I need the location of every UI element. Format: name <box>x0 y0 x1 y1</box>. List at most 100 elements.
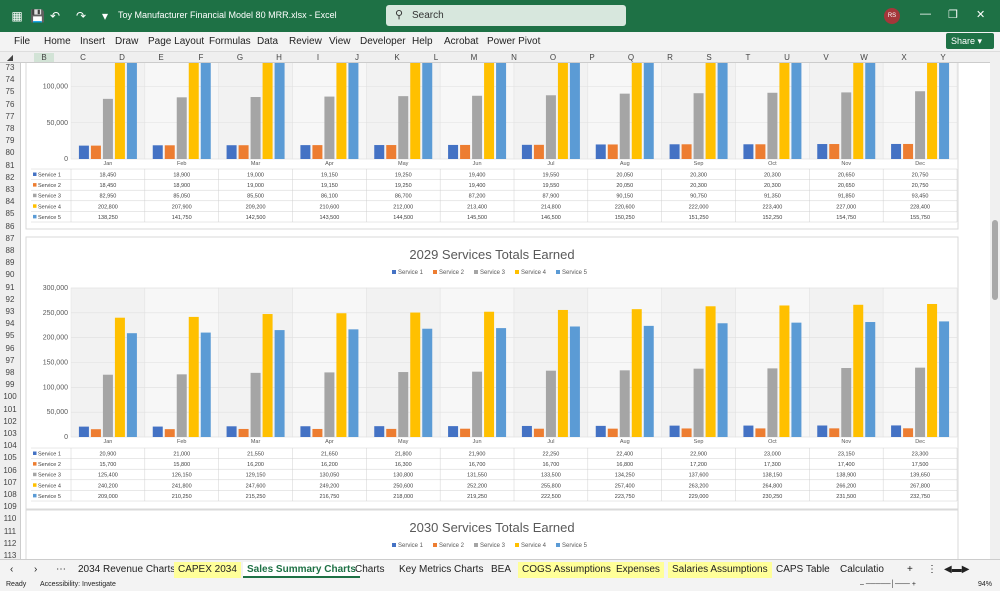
column-header-t[interactable]: T <box>745 53 751 62</box>
row-header-92[interactable]: 92 <box>5 294 15 304</box>
menu-review[interactable]: Review <box>289 36 322 47</box>
column-header-c[interactable]: C <box>80 53 86 62</box>
row-header-81[interactable]: 81 <box>5 160 15 170</box>
row-header-77[interactable]: 77 <box>5 111 15 121</box>
column-header-y[interactable]: Y <box>940 53 946 62</box>
row-header-80[interactable]: 80 <box>5 148 15 158</box>
row-header-113[interactable]: 113 <box>3 551 17 560</box>
column-header-u[interactable]: U <box>784 53 790 62</box>
column-header-q[interactable]: Q <box>627 53 635 62</box>
customize-toolbar-icon[interactable]: ▾ <box>101 9 109 23</box>
row-header-100[interactable]: 100 <box>3 392 17 402</box>
row-header-112[interactable]: 112 <box>3 538 17 548</box>
add-sheet-icon[interactable]: + <box>907 564 913 575</box>
row-header-109[interactable]: 109 <box>3 502 17 512</box>
row-header-76[interactable]: 76 <box>5 99 15 109</box>
zoom-level[interactable]: 94% <box>978 581 993 588</box>
row-header-91[interactable]: 91 <box>5 282 15 292</box>
sheet-tab-expenses[interactable]: Expenses <box>612 562 664 578</box>
column-header-v[interactable]: V <box>823 53 829 62</box>
row-header-73[interactable]: 73 <box>5 63 15 72</box>
column-header-j[interactable]: J <box>355 53 359 62</box>
column-header-m[interactable]: M <box>470 53 478 62</box>
sheet-tab-calculatio[interactable]: Calculatio <box>840 564 884 575</box>
row-header-89[interactable]: 89 <box>5 258 15 268</box>
menu-developer[interactable]: Developer <box>360 36 406 47</box>
row-header-96[interactable]: 96 <box>5 343 15 353</box>
sheet-tab-sales-summary-charts[interactable]: Sales Summary Charts <box>243 562 360 578</box>
row-header-82[interactable]: 82 <box>5 172 15 182</box>
column-header-o[interactable]: O <box>549 53 557 62</box>
column-header-f[interactable]: F <box>198 53 204 62</box>
row-header-105[interactable]: 105 <box>3 453 17 463</box>
row-header-103[interactable]: 103 <box>3 429 17 438</box>
restore-icon[interactable]: ❐ <box>948 9 958 21</box>
scroll-thumb[interactable] <box>992 220 998 300</box>
column-header-x[interactable]: X <box>901 53 907 62</box>
column-header-b[interactable]: B <box>34 53 54 62</box>
column-header-l[interactable]: L <box>433 53 439 62</box>
row-header-74[interactable]: 74 <box>5 75 15 85</box>
row-header-90[interactable]: 90 <box>5 270 15 280</box>
row-header-75[interactable]: 75 <box>5 87 15 97</box>
column-header-g[interactable]: G <box>236 53 244 62</box>
row-header-78[interactable]: 78 <box>5 124 15 133</box>
tab-scroll-left-icon[interactable]: ‹ <box>10 564 14 575</box>
horizontal-scrollbar[interactable]: ◀▬▶ <box>944 564 970 575</box>
column-header-e[interactable]: E <box>158 53 164 62</box>
menu-acrobat[interactable]: Acrobat <box>444 36 479 47</box>
row-header-101[interactable]: 101 <box>3 404 17 414</box>
row-header-99[interactable]: 99 <box>5 380 15 390</box>
sheet-tab-salaries-assumptions[interactable]: Salaries Assumptions <box>668 562 772 578</box>
row-header-79[interactable]: 79 <box>5 136 15 146</box>
save-icon[interactable]: 💾 <box>30 9 45 23</box>
sheet-tab-capex-2034[interactable]: CAPEX 2034 <box>174 562 241 578</box>
column-header-w[interactable]: W <box>860 53 868 62</box>
sheet-tab-caps-table[interactable]: CAPS Table <box>776 564 830 575</box>
row-header-106[interactable]: 106 <box>3 465 17 475</box>
row-header-97[interactable]: 97 <box>5 355 15 365</box>
row-header-93[interactable]: 93 <box>5 307 15 316</box>
share-button[interactable]: Share ▾ <box>946 33 994 49</box>
row-header-87[interactable]: 87 <box>5 233 15 243</box>
close-icon[interactable]: ✕ <box>976 9 986 21</box>
row-header-83[interactable]: 83 <box>5 185 15 194</box>
minimize-icon[interactable]: — <box>920 8 931 20</box>
sheet-tab-cogs-assumptions[interactable]: COGS Assumptions <box>518 562 615 578</box>
search-box[interactable]: ⚲ Search <box>386 5 626 26</box>
tab-scroll-right-icon[interactable]: › <box>34 564 38 575</box>
row-header-86[interactable]: 86 <box>5 221 15 231</box>
menu-help[interactable]: Help <box>412 36 433 47</box>
row-header-88[interactable]: 88 <box>5 246 15 255</box>
row-header-84[interactable]: 84 <box>5 197 15 207</box>
menu-view[interactable]: View <box>329 36 351 47</box>
column-header-i[interactable]: I <box>316 53 320 62</box>
menu-file[interactable]: File <box>14 36 31 47</box>
row-header-98[interactable]: 98 <box>5 368 15 377</box>
menu-data[interactable]: Data <box>257 36 279 47</box>
column-header-d[interactable]: D <box>119 53 125 62</box>
row-header-110[interactable]: 110 <box>3 514 17 524</box>
column-header-k[interactable]: K <box>394 53 400 62</box>
undo-icon[interactable]: ↶ <box>49 9 61 23</box>
row-header-107[interactable]: 107 <box>3 477 17 487</box>
row-header-85[interactable]: 85 <box>5 209 15 219</box>
row-header-102[interactable]: 102 <box>3 416 17 426</box>
worksheet[interactable]: 150,000 100,000 50,000 0 Jan Feb Mar Apr May Jun J… <box>21 63 990 559</box>
menu-insert[interactable]: Insert <box>80 36 106 47</box>
column-header-r[interactable]: R <box>667 53 673 62</box>
redo-icon[interactable]: ↷ <box>75 9 87 23</box>
row-header-108[interactable]: 108 <box>3 490 17 499</box>
row-header-111[interactable]: 111 <box>3 526 17 536</box>
more-tabs-icon[interactable]: ⋯ <box>56 564 66 575</box>
select-all-icon[interactable]: ◢ <box>6 53 14 62</box>
menu-power-pivot[interactable]: Power Pivot <box>487 36 541 47</box>
row-header-94[interactable]: 94 <box>5 319 15 329</box>
column-header-h[interactable]: H <box>276 53 282 62</box>
sheet-tab-2034-revenue-charts[interactable]: 2034 Revenue Charts <box>78 564 176 575</box>
sheet-tab-charts[interactable]: Charts <box>355 564 385 575</box>
zoom-slider[interactable]: – ─────│─── + <box>860 581 916 588</box>
row-header-95[interactable]: 95 <box>5 331 15 341</box>
menu-home[interactable]: Home <box>44 36 71 47</box>
column-header-s[interactable]: S <box>706 53 712 62</box>
